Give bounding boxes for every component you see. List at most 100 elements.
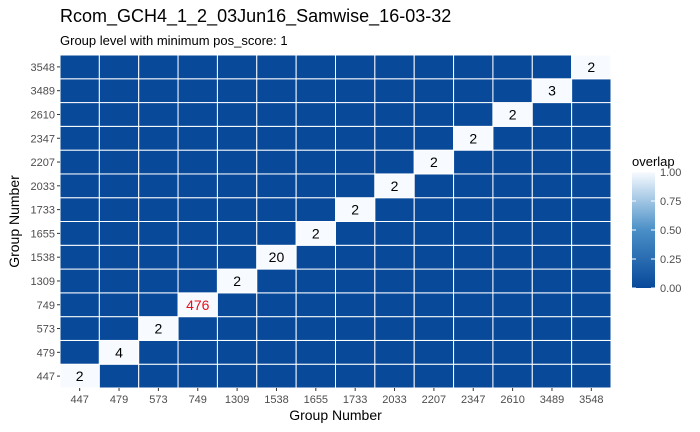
heatmap-cell bbox=[138, 78, 179, 104]
heatmap-cell bbox=[453, 149, 494, 175]
heatmap-cell bbox=[413, 54, 455, 80]
legend-title: overlap bbox=[632, 154, 675, 169]
y-tick-label: 447 bbox=[37, 371, 55, 383]
overlap-legend: overlap 0.00 0.25 0.50 0.75 1.00 bbox=[632, 154, 681, 295]
heatmap-cell bbox=[413, 78, 455, 104]
heatmap-cell bbox=[492, 149, 533, 175]
heatmap-cell bbox=[453, 54, 494, 80]
heatmap-cell bbox=[138, 173, 179, 199]
heatmap-cell bbox=[216, 125, 258, 151]
heatmap-cell bbox=[98, 316, 140, 341]
heatmap-cell bbox=[98, 363, 140, 389]
heatmap-cell bbox=[374, 54, 415, 80]
heatmap-cell bbox=[98, 244, 140, 270]
heatmap-cell bbox=[256, 197, 297, 222]
heatmap-cell bbox=[256, 78, 297, 104]
heatmap-cell bbox=[531, 339, 573, 365]
heatmap-cell bbox=[413, 102, 455, 127]
heatmap-cell bbox=[335, 316, 376, 341]
chart-subtitle: Group level with minimum pos_score: 1 bbox=[60, 33, 288, 48]
heatmap-cell bbox=[295, 268, 336, 294]
heatmap-cell bbox=[216, 197, 258, 222]
heatmap-cell bbox=[177, 268, 218, 294]
heatmap-cell bbox=[335, 173, 376, 199]
y-tick-label: 1733 bbox=[31, 205, 55, 217]
y-tick-label: 3489 bbox=[31, 86, 55, 98]
heatmap-cell bbox=[138, 102, 179, 127]
heatmap-cell bbox=[216, 78, 258, 104]
heatmap-cell bbox=[295, 125, 336, 151]
heatmap-cell bbox=[256, 54, 297, 80]
heatmap-cell bbox=[295, 339, 336, 365]
legend-tick-label: 0.75 bbox=[660, 196, 681, 208]
cell-value-label: 4 bbox=[115, 344, 123, 360]
legend-tick-label: 0.25 bbox=[660, 254, 681, 266]
heatmap-cell bbox=[492, 173, 533, 199]
heatmap-cell bbox=[335, 102, 376, 127]
heatmap-cell bbox=[59, 54, 100, 80]
heatmap-cell bbox=[531, 292, 573, 318]
heatmap-cell bbox=[138, 268, 179, 294]
x-tick-label: 1538 bbox=[264, 394, 288, 406]
heatmap-cell bbox=[531, 197, 573, 222]
heatmap-cell bbox=[413, 197, 455, 222]
heatmap-cell bbox=[256, 173, 297, 199]
heatmap-cell bbox=[98, 173, 140, 199]
heatmap-cell bbox=[374, 149, 415, 175]
x-tick-label: 2610 bbox=[500, 394, 524, 406]
heatmap-cell bbox=[216, 316, 258, 341]
y-tick-label: 573 bbox=[37, 324, 55, 336]
y-tick-label: 1538 bbox=[31, 252, 55, 264]
heatmap-cell bbox=[59, 102, 100, 127]
heatmap-cell bbox=[374, 197, 415, 222]
heatmap-cell bbox=[531, 102, 573, 127]
heatmap-cell bbox=[531, 173, 573, 199]
heatmap-cell bbox=[413, 125, 455, 151]
heatmap-cell bbox=[453, 316, 494, 341]
heatmap-cell bbox=[295, 292, 336, 318]
heatmap-cell bbox=[98, 125, 140, 151]
heatmap-cell bbox=[374, 268, 415, 294]
heatmap-cell bbox=[413, 221, 455, 246]
heatmap-cell bbox=[256, 221, 297, 246]
heatmap-cell bbox=[216, 221, 258, 246]
heatmap-cell bbox=[256, 316, 297, 341]
heatmap-cell bbox=[492, 244, 533, 270]
heatmap-cell bbox=[177, 125, 218, 151]
y-tick-label: 1309 bbox=[31, 276, 55, 288]
heatmap-cell bbox=[177, 54, 218, 80]
y-axis-title: Group Number bbox=[6, 175, 22, 268]
heatmap-cell bbox=[335, 363, 376, 389]
heatmap-cell bbox=[571, 244, 612, 270]
heatmap-cell bbox=[531, 54, 573, 80]
heatmap-cell bbox=[413, 339, 455, 365]
heatmap-cell bbox=[295, 149, 336, 175]
heatmap-cell bbox=[413, 244, 455, 270]
cell-value-label: 2 bbox=[509, 106, 517, 122]
y-tick-label: 1655 bbox=[31, 228, 55, 240]
x-tick-label: 2347 bbox=[461, 394, 485, 406]
cell-value-label: 2 bbox=[587, 59, 595, 75]
heatmap-cell bbox=[216, 102, 258, 127]
heatmap-cell bbox=[531, 363, 573, 389]
heatmap-cell bbox=[492, 54, 533, 80]
heatmap-cell bbox=[59, 316, 100, 341]
heatmap-cell bbox=[177, 316, 218, 341]
heatmap-cell bbox=[492, 268, 533, 294]
heatmap-cell bbox=[256, 149, 297, 175]
heatmap-cell bbox=[492, 339, 533, 365]
heatmap-cell bbox=[216, 339, 258, 365]
heatmap-cell bbox=[531, 221, 573, 246]
heatmap-cell bbox=[531, 125, 573, 151]
heatmap-cell bbox=[98, 268, 140, 294]
y-tick-label: 479 bbox=[37, 347, 55, 359]
heatmap-cell bbox=[571, 173, 612, 199]
heatmap-cell bbox=[453, 102, 494, 127]
heatmap-cell bbox=[59, 197, 100, 222]
heatmap-cell bbox=[216, 149, 258, 175]
x-tick-label: 479 bbox=[110, 394, 128, 406]
heatmap-cell bbox=[531, 316, 573, 341]
cell-value-label: 2 bbox=[154, 321, 162, 337]
heatmap-cell bbox=[138, 363, 179, 389]
heatmap-cell bbox=[453, 197, 494, 222]
